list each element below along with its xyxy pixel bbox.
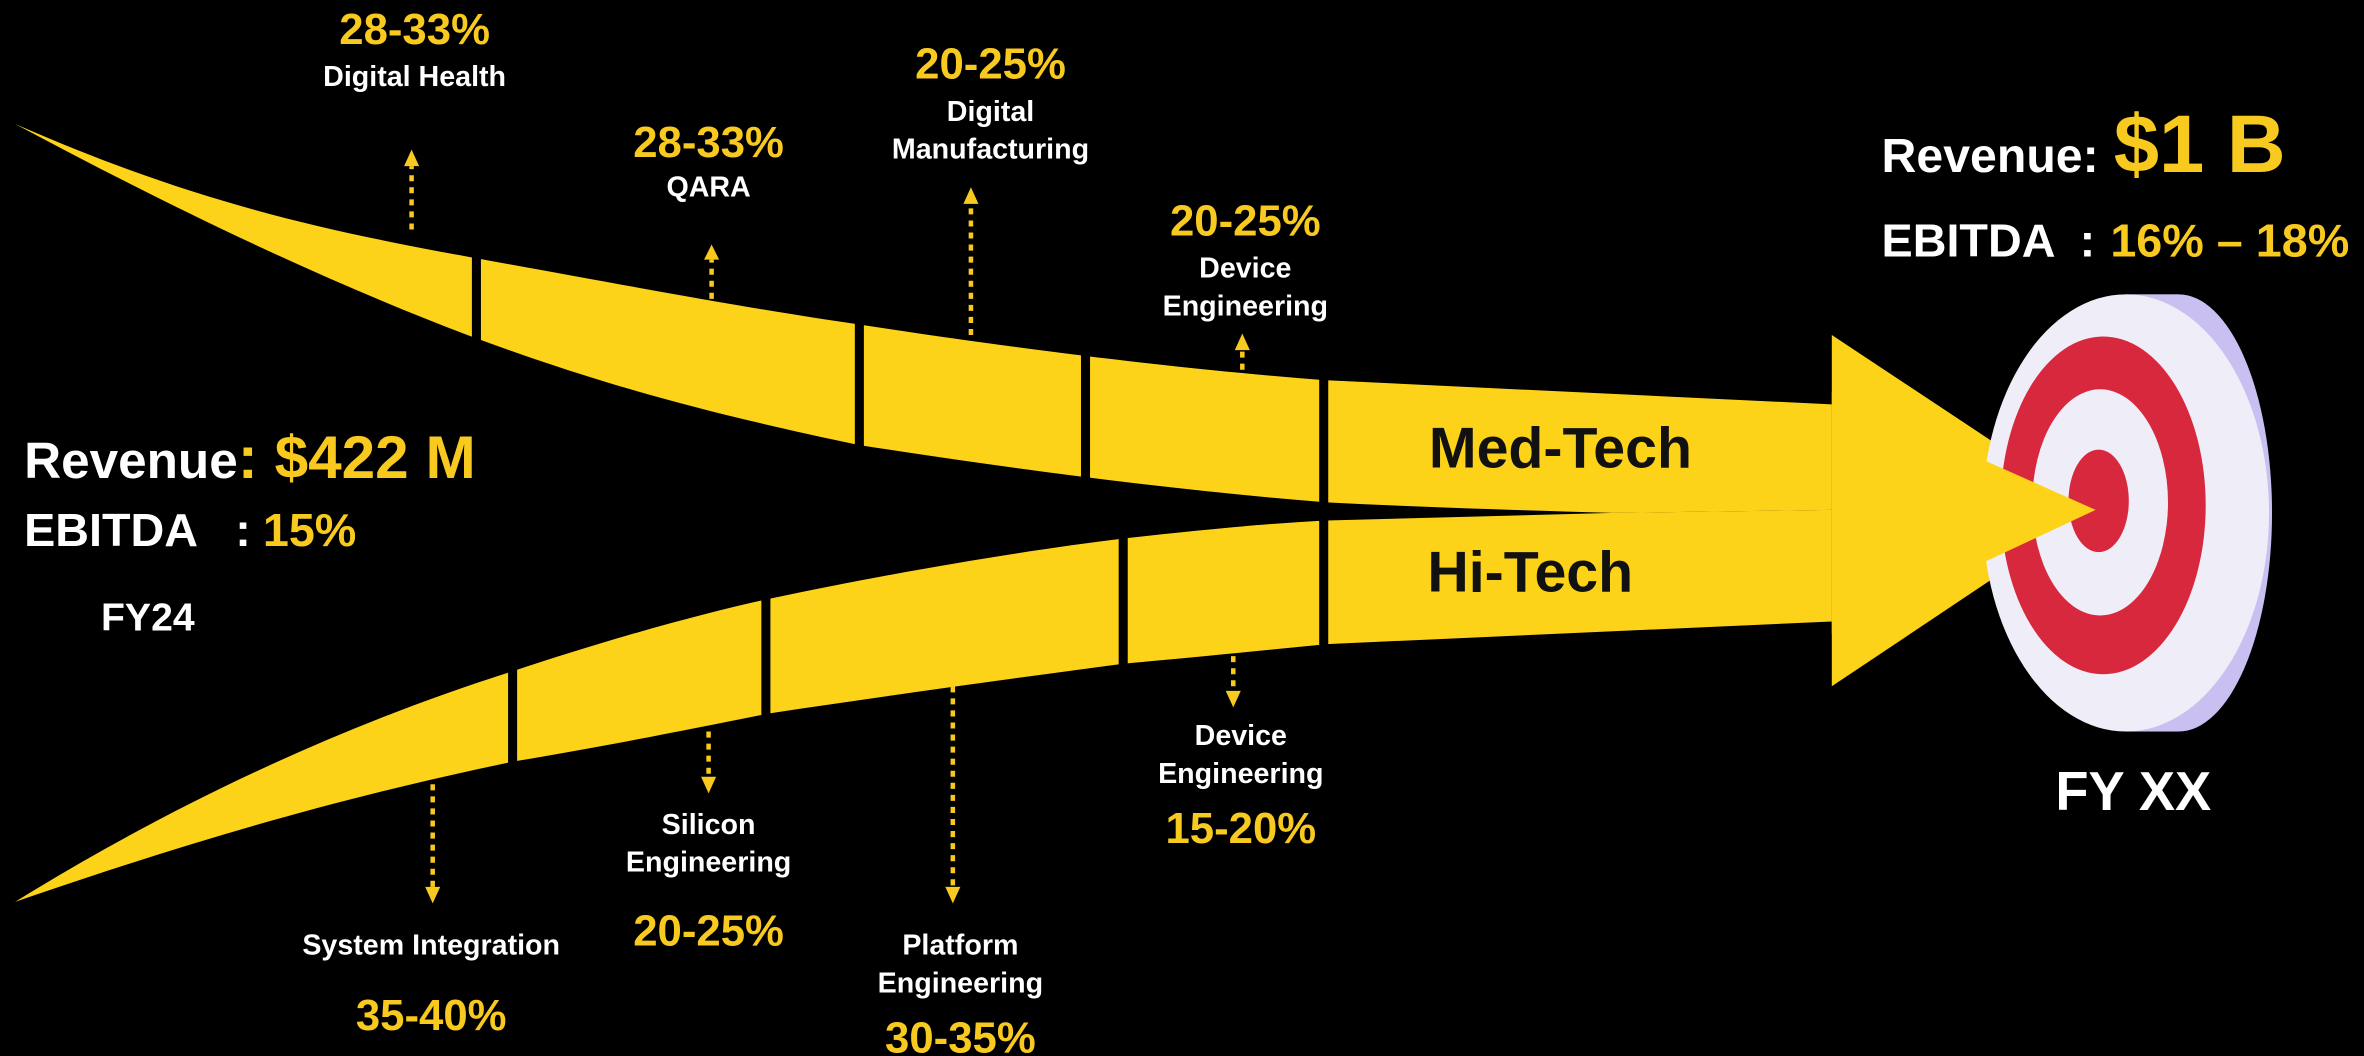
- segment-name: Digital Health: [323, 61, 506, 93]
- segment-range: 20-25%: [633, 907, 784, 956]
- segment-range: 35-40%: [356, 991, 507, 1040]
- value: : $422 M: [238, 423, 476, 491]
- hi-tech-label: Hi-Tech: [1427, 540, 1633, 604]
- med-tech-band: [15, 123, 1832, 513]
- arrow-tip: [1831, 392, 2096, 634]
- label: EBITDA :: [1882, 215, 2096, 267]
- end-revenue: Revenue: $1 B: [1882, 99, 2286, 190]
- arrow-tips: [404, 149, 1250, 904]
- segment-name: Engineering: [878, 967, 1043, 999]
- value: 15%: [263, 504, 357, 556]
- value: $1 B: [2114, 99, 2286, 190]
- end-ebitda: EBITDA : 16% – 18%: [1882, 215, 2350, 267]
- segment-name: Engineering: [626, 847, 791, 879]
- dotted-arrows: [409, 166, 1245, 887]
- segment-range: 15-20%: [1165, 804, 1316, 853]
- segment-name: System Integration: [302, 930, 560, 962]
- segment-name: Silicon: [662, 809, 756, 841]
- segment-name: QARA: [666, 171, 750, 203]
- segment-name: Platform: [902, 930, 1018, 962]
- label: Revenue: [24, 432, 238, 489]
- segment-range: 20-25%: [915, 40, 1066, 89]
- start-revenue: Revenue: $422 M: [24, 423, 476, 491]
- segment-range: 28-33%: [339, 5, 490, 54]
- end-period: FY XX: [2055, 761, 2211, 822]
- hi-tech-band: [15, 509, 1832, 902]
- label: EBITDA :: [24, 504, 251, 556]
- segment-range: 30-35%: [885, 1014, 1036, 1056]
- segment-name: Engineering: [1158, 758, 1323, 790]
- segment-name: Engineering: [1163, 290, 1328, 322]
- segment-range: 20-25%: [1170, 197, 1321, 246]
- segment-range: 28-33%: [633, 118, 784, 167]
- med-tech-label: Med-Tech: [1429, 417, 1692, 481]
- segment-name: Device: [1199, 253, 1291, 285]
- segment-name: Manufacturing: [892, 134, 1089, 166]
- start-period: FY24: [101, 597, 195, 640]
- separators: [471, 241, 1329, 773]
- start-ebitda: EBITDA :15%: [24, 504, 356, 556]
- segment-name: Device: [1195, 720, 1287, 752]
- label: Revenue:: [1882, 129, 2099, 183]
- segment-name: Digital: [947, 96, 1034, 128]
- value: 16% – 18%: [2110, 215, 2349, 267]
- target: [1982, 294, 2273, 732]
